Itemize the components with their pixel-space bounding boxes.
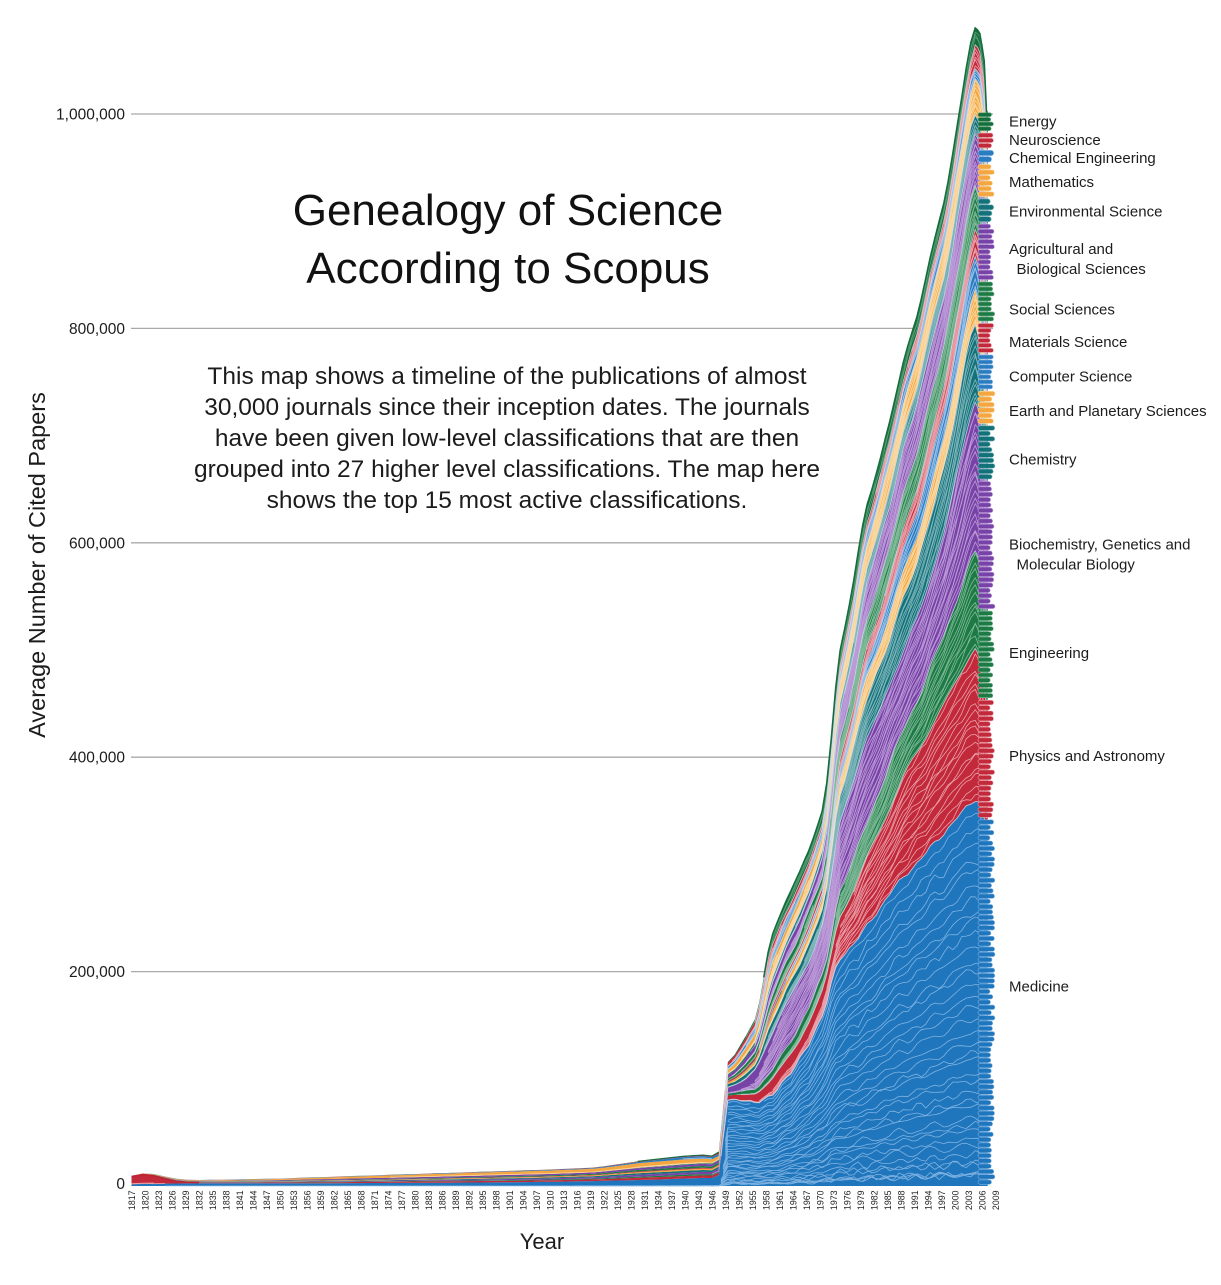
svg-text:1850: 1850 xyxy=(276,1190,286,1210)
svg-text:1817: 1817 xyxy=(127,1190,137,1210)
svg-text:Mathematics: Mathematics xyxy=(1009,174,1094,191)
svg-text:1949: 1949 xyxy=(721,1190,731,1210)
svg-text:2009: 2009 xyxy=(991,1190,1001,1210)
svg-text:1943: 1943 xyxy=(694,1190,704,1210)
svg-text:1952: 1952 xyxy=(735,1190,745,1210)
svg-text:800,000: 800,000 xyxy=(69,321,125,338)
svg-text:1991: 1991 xyxy=(910,1190,920,1210)
svg-text:1916: 1916 xyxy=(573,1190,583,1210)
svg-text:1841: 1841 xyxy=(235,1190,245,1210)
svg-text:1835: 1835 xyxy=(208,1190,218,1210)
svg-text:According to Scopus: According to Scopus xyxy=(306,244,710,293)
svg-text:1937: 1937 xyxy=(667,1190,677,1210)
svg-text:1853: 1853 xyxy=(289,1190,299,1210)
svg-text:1904: 1904 xyxy=(519,1190,529,1210)
svg-text:Chemistry: Chemistry xyxy=(1009,452,1077,469)
svg-text:1967: 1967 xyxy=(802,1190,812,1210)
svg-text:1934: 1934 xyxy=(654,1190,664,1210)
svg-text:1964: 1964 xyxy=(789,1190,799,1210)
svg-text:Materials Science: Materials Science xyxy=(1009,334,1127,351)
svg-text:Physics and Astronomy: Physics and Astronomy xyxy=(1009,748,1165,765)
svg-text:1922: 1922 xyxy=(600,1190,610,1210)
svg-text:1979: 1979 xyxy=(856,1190,866,1210)
svg-text:1901: 1901 xyxy=(505,1190,515,1210)
svg-text:Year: Year xyxy=(520,1229,564,1254)
svg-text:Energy: Energy xyxy=(1009,114,1057,131)
svg-text:1961: 1961 xyxy=(775,1190,785,1210)
svg-text:30,000 journals since their in: 30,000 journals since their inception da… xyxy=(204,394,810,421)
svg-text:1907: 1907 xyxy=(532,1190,542,1210)
svg-text:1913: 1913 xyxy=(559,1190,569,1210)
svg-text:0: 0 xyxy=(116,1176,125,1193)
svg-text:This map shows a timeline of t: This map shows a timeline of the publica… xyxy=(207,363,806,390)
svg-text:1832: 1832 xyxy=(195,1190,205,1210)
svg-text:1865: 1865 xyxy=(343,1190,353,1210)
svg-text:1955: 1955 xyxy=(748,1190,758,1210)
svg-text:Chemical Engineering: Chemical Engineering xyxy=(1009,150,1156,167)
svg-text:Genealogy of Science: Genealogy of Science xyxy=(293,186,724,235)
svg-text:1820: 1820 xyxy=(141,1190,151,1210)
svg-text:1940: 1940 xyxy=(681,1190,691,1210)
svg-text:Biological Sciences: Biological Sciences xyxy=(1009,261,1146,278)
svg-text:2003: 2003 xyxy=(964,1190,974,1210)
svg-text:1988: 1988 xyxy=(897,1190,907,1210)
svg-text:1973: 1973 xyxy=(829,1190,839,1210)
svg-text:1925: 1925 xyxy=(613,1190,623,1210)
svg-text:1997: 1997 xyxy=(937,1190,947,1210)
svg-text:grouped into 27 higher level c: grouped into 27 higher level classificat… xyxy=(194,456,820,483)
svg-text:1877: 1877 xyxy=(397,1190,407,1210)
svg-text:1970: 1970 xyxy=(816,1190,826,1210)
svg-text:Average Number of Cited Papers: Average Number of Cited Papers xyxy=(24,392,50,738)
svg-text:1958: 1958 xyxy=(762,1190,772,1210)
svg-text:1847: 1847 xyxy=(262,1190,272,1210)
svg-text:1883: 1883 xyxy=(424,1190,434,1210)
svg-text:1880: 1880 xyxy=(411,1190,421,1210)
svg-text:Medicine: Medicine xyxy=(1009,979,1069,996)
svg-text:1823: 1823 xyxy=(154,1190,164,1210)
svg-text:Social Sciences: Social Sciences xyxy=(1009,302,1115,319)
svg-text:1946: 1946 xyxy=(708,1190,718,1210)
svg-text:1856: 1856 xyxy=(303,1190,313,1210)
svg-text:1898: 1898 xyxy=(492,1190,502,1210)
svg-text:1829: 1829 xyxy=(181,1190,191,1210)
svg-text:1928: 1928 xyxy=(627,1190,637,1210)
svg-text:1868: 1868 xyxy=(357,1190,367,1210)
svg-text:1,000,000: 1,000,000 xyxy=(56,107,125,124)
svg-text:Earth and Planetary Sciences: Earth and Planetary Sciences xyxy=(1009,403,1207,420)
svg-text:1889: 1889 xyxy=(451,1190,461,1210)
svg-text:Agricultural and: Agricultural and xyxy=(1009,241,1113,258)
svg-text:have been given low-level clas: have been given low-level classification… xyxy=(215,425,799,452)
svg-text:1976: 1976 xyxy=(843,1190,853,1210)
svg-text:1838: 1838 xyxy=(222,1190,232,1210)
svg-text:Molecular Biology: Molecular Biology xyxy=(1009,557,1135,574)
svg-text:1874: 1874 xyxy=(384,1190,394,1210)
svg-text:2006: 2006 xyxy=(978,1190,988,1210)
svg-text:Computer Science: Computer Science xyxy=(1009,369,1132,386)
svg-text:1994: 1994 xyxy=(924,1190,934,1210)
svg-text:600,000: 600,000 xyxy=(69,535,125,552)
svg-text:200,000: 200,000 xyxy=(69,964,125,981)
svg-text:1910: 1910 xyxy=(546,1190,556,1210)
svg-text:1862: 1862 xyxy=(330,1190,340,1210)
svg-text:1826: 1826 xyxy=(168,1190,178,1210)
svg-text:1895: 1895 xyxy=(478,1190,488,1210)
svg-text:2000: 2000 xyxy=(951,1190,961,1210)
svg-text:Neuroscience: Neuroscience xyxy=(1009,132,1101,149)
svg-text:Environmental Science: Environmental Science xyxy=(1009,204,1162,221)
svg-text:1886: 1886 xyxy=(438,1190,448,1210)
svg-text:shows the top 15 most active c: shows the top 15 most active classificat… xyxy=(267,487,748,514)
svg-text:1919: 1919 xyxy=(586,1190,596,1210)
svg-text:1982: 1982 xyxy=(870,1190,880,1210)
svg-text:1844: 1844 xyxy=(249,1190,259,1210)
svg-text:400,000: 400,000 xyxy=(69,750,125,767)
svg-text:Engineering: Engineering xyxy=(1009,645,1089,662)
svg-text:1985: 1985 xyxy=(883,1190,893,1210)
svg-text:1892: 1892 xyxy=(465,1190,475,1210)
svg-text:1931: 1931 xyxy=(640,1190,650,1210)
svg-text:Biochemistry, Genetics and: Biochemistry, Genetics and xyxy=(1009,537,1190,554)
svg-text:1871: 1871 xyxy=(370,1190,380,1210)
svg-text:1859: 1859 xyxy=(316,1190,326,1210)
